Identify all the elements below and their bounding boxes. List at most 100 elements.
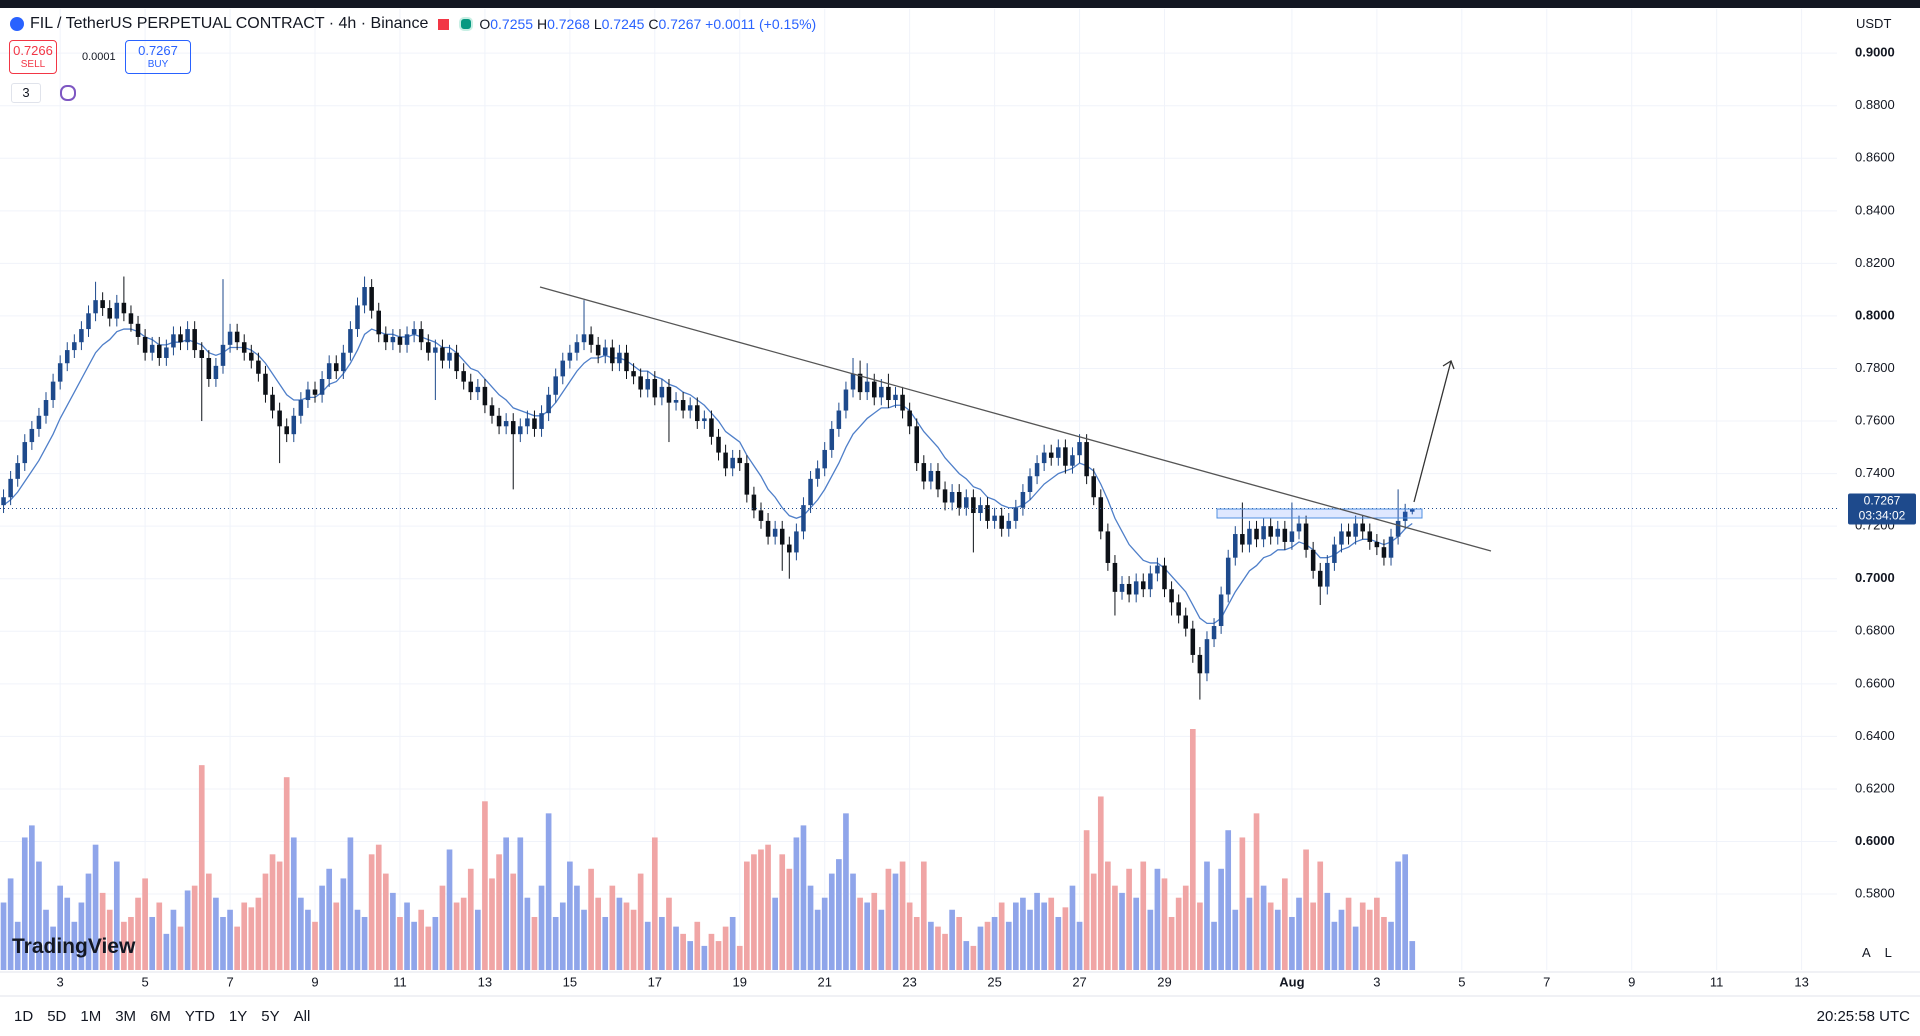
sell-label: SELL <box>20 59 46 70</box>
candle-body <box>709 418 714 437</box>
sync-icon[interactable] <box>60 85 76 101</box>
volume-bar <box>71 921 78 970</box>
candle-body <box>326 363 332 379</box>
buy-price: 0.7267 <box>138 43 178 58</box>
candle-body <box>695 405 700 422</box>
candle-body <box>518 426 523 435</box>
candle-body <box>1056 447 1061 458</box>
candle-body <box>659 386 665 398</box>
volume-bar <box>637 873 644 970</box>
volume-bar <box>432 916 439 970</box>
candle-body <box>978 505 983 514</box>
candle-body <box>532 418 537 429</box>
volume-bar <box>0 902 7 970</box>
candle-body <box>893 394 898 401</box>
volume-bar <box>390 892 396 970</box>
sell-button[interactable]: 0.7266 SELL <box>9 40 57 74</box>
x-tick-label: 5 <box>142 974 149 989</box>
candle-body <box>1048 452 1054 458</box>
candle-body <box>1176 602 1181 616</box>
volume-bar <box>241 902 248 970</box>
volume-bar <box>949 909 955 970</box>
last-price-box <box>1848 493 1916 525</box>
x-tick-label: 15 <box>563 974 577 989</box>
volume-bar <box>496 854 502 970</box>
candle-body <box>319 378 325 395</box>
range-button[interactable]: 6M <box>150 1008 171 1025</box>
volume-bar <box>29 825 35 970</box>
candle-body <box>1105 531 1111 563</box>
volume-bar <box>397 916 403 970</box>
volume-bar <box>1105 861 1111 970</box>
c-value: 0.7267 <box>658 16 702 32</box>
h-label: H <box>536 16 548 32</box>
h-value: 0.7268 <box>547 16 590 32</box>
candle-body <box>942 489 948 503</box>
volume-bar <box>1338 909 1345 970</box>
candle-body <box>716 436 721 453</box>
range-button[interactable]: 1Y <box>228 1008 248 1025</box>
volume-bar <box>262 873 269 970</box>
o-label: O <box>479 16 491 32</box>
candle-body <box>928 470 934 482</box>
volume-bar <box>1388 921 1394 970</box>
x-tick-label: 13 <box>478 974 492 989</box>
candle-body <box>220 344 226 366</box>
x-tick-label: 11 <box>393 974 407 989</box>
volume-bar <box>1005 921 1012 970</box>
x-tick-label: 9 <box>311 974 318 989</box>
range-button[interactable]: 5D <box>47 1008 67 1025</box>
volume-bar <box>998 902 1005 970</box>
volume-bar <box>1352 926 1359 970</box>
volume-bar <box>382 873 389 970</box>
currency[interactable]: USDT <box>1856 16 1892 31</box>
volume-bar <box>786 868 793 970</box>
volume-bar <box>1218 868 1224 970</box>
candle-body <box>426 342 431 353</box>
volume-bar <box>935 926 941 970</box>
buy-button[interactable]: 0.7267 BUY <box>125 40 191 74</box>
auto-button[interactable]: A <box>1862 945 1871 960</box>
candle-body <box>822 449 827 469</box>
candle-body <box>1197 654 1203 674</box>
volume-bar <box>765 844 771 970</box>
volume-bar <box>736 945 743 970</box>
log-button[interactable]: L <box>1884 945 1892 960</box>
candle-body <box>1225 557 1231 595</box>
volume-bar <box>871 892 878 970</box>
volume-bar <box>899 861 906 970</box>
range-button[interactable]: 3M <box>115 1008 137 1025</box>
candle-body <box>1303 523 1309 550</box>
candle-body <box>157 344 162 358</box>
range-button[interactable]: All <box>293 1008 311 1025</box>
l-label: L <box>593 16 602 32</box>
candle-body <box>595 344 601 356</box>
range-button[interactable]: 5Y <box>261 1008 280 1025</box>
range-button[interactable]: YTD <box>184 1008 215 1025</box>
y-tick-label: 0.7800 <box>1855 360 1895 375</box>
range-button[interactable]: 1M <box>80 1008 102 1025</box>
volume-bar <box>269 854 276 970</box>
indicators-toggle[interactable]: 3 <box>11 83 41 103</box>
y-tick-label: 0.8800 <box>1855 97 1895 112</box>
volume-bar <box>1253 813 1260 970</box>
volume-bar <box>1062 907 1069 970</box>
range-box <box>1216 508 1423 519</box>
candle-body <box>1374 541 1380 548</box>
volume-bar <box>920 861 927 970</box>
volume-bar <box>1267 902 1274 970</box>
range-button[interactable]: 1D <box>14 1008 34 1025</box>
volume-bar <box>326 868 333 970</box>
volume-bar <box>14 921 21 970</box>
volume-bar <box>659 916 665 970</box>
y-tick-label: 0.7600 <box>1855 412 1895 427</box>
candle-body <box>369 287 374 311</box>
candle-body <box>8 478 13 498</box>
candle-body <box>1388 536 1394 558</box>
candle-body <box>114 302 120 319</box>
volume-bar <box>814 909 821 970</box>
candle-body <box>602 347 608 356</box>
volume-bar <box>198 765 205 970</box>
volume-bar <box>404 902 410 970</box>
candle-body <box>418 329 424 343</box>
